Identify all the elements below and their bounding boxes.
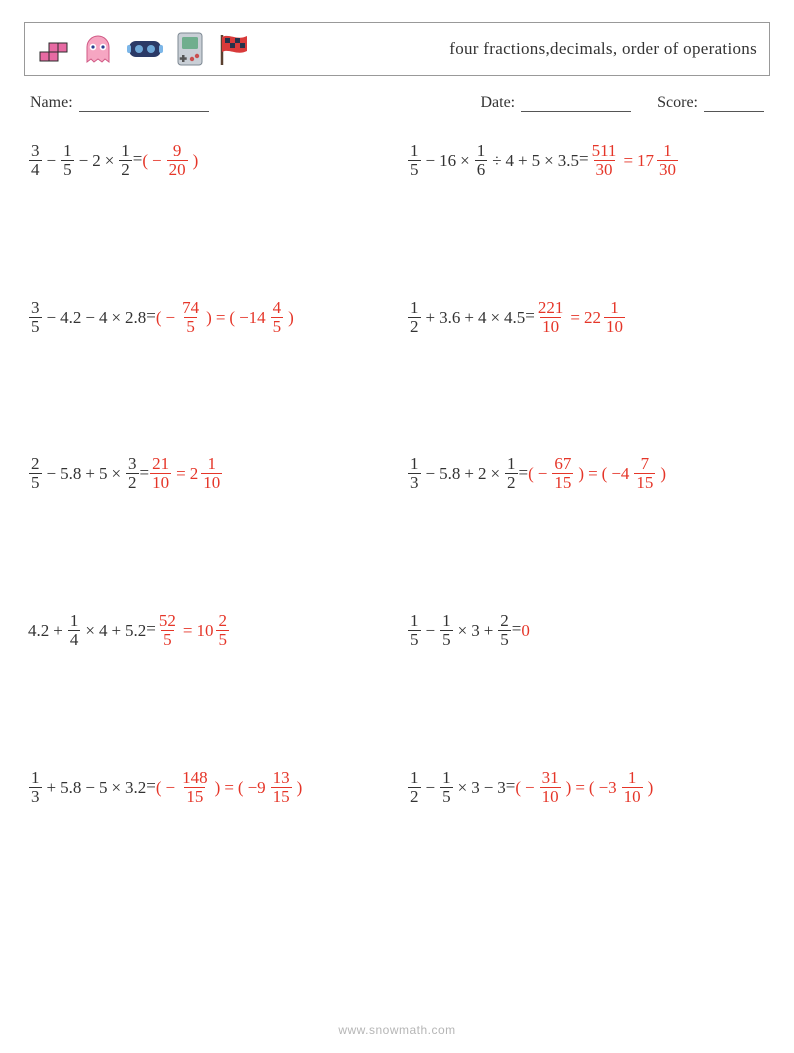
score-label: Score: bbox=[657, 94, 698, 112]
date-blank[interactable] bbox=[521, 94, 631, 112]
problem-expression: 15 − 16 × 16 ÷ 4 + 5 × 3.5 bbox=[407, 142, 579, 179]
problem-expression: 12 − 15 × 3 − 3 bbox=[407, 769, 506, 806]
meta-row: Name: Date: Score: bbox=[30, 94, 764, 112]
problem-1: 34 − 15 − 2 × 12 = (−920) bbox=[28, 142, 387, 179]
problem-answer: 22110 = 22110 bbox=[535, 299, 626, 336]
name-blank[interactable] bbox=[79, 94, 209, 112]
problems-grid: 34 − 15 − 2 × 12 = (−920) 15 − 16 × 16 ÷ … bbox=[24, 142, 770, 805]
vr-headset-icon bbox=[125, 32, 165, 66]
gameboy-icon bbox=[175, 31, 205, 67]
problem-10: 12 − 15 × 3 − 3 = (−3110) = (−3110) bbox=[407, 769, 766, 806]
problem-expression: 25 − 5.8 + 5 × 32 bbox=[28, 455, 140, 492]
problem-answer: (−6715) = (−4715) bbox=[528, 455, 666, 492]
problem-answer: (−745) = (−1445) bbox=[156, 299, 294, 336]
date-label: Date: bbox=[480, 94, 515, 112]
problem-answer: 51130 = 17130 bbox=[589, 142, 679, 179]
problem-answer: (−920) bbox=[142, 142, 198, 179]
header-bar: four fractions,decimals, order of operat… bbox=[24, 22, 770, 76]
race-flag-icon bbox=[215, 31, 251, 67]
problem-7: 4.2 + 14 × 4 + 5.2 = 525 = 1025 bbox=[28, 612, 387, 649]
footer-watermark: www.snowmath.com bbox=[0, 1023, 794, 1037]
problem-expression: 13 − 5.8 + 2 × 12 bbox=[407, 455, 519, 492]
problem-expression: 35 − 4.2 − 4 × 2.8 bbox=[28, 299, 146, 336]
problem-expression: 34 − 15 − 2 × 12 bbox=[28, 142, 133, 179]
problem-answer: 2110 = 2110 bbox=[149, 455, 223, 492]
problem-answer: (−3110) = (−3110) bbox=[515, 769, 653, 806]
problem-expression: 15 − 15 × 3 + 25 bbox=[407, 612, 512, 649]
problem-expression: 13 + 5.8 − 5 × 3.2 bbox=[28, 769, 146, 806]
problem-6: 13 − 5.8 + 2 × 12 = (−6715) = (−4715) bbox=[407, 455, 766, 492]
problem-answer: 525 = 1025 bbox=[156, 612, 230, 649]
problem-9: 13 + 5.8 − 5 × 3.2 = (−14815) = (−91315) bbox=[28, 769, 387, 806]
tetris-icon bbox=[37, 32, 71, 66]
score-blank[interactable] bbox=[704, 94, 764, 112]
problem-answer: 0 bbox=[521, 622, 530, 639]
problem-5: 25 − 5.8 + 5 × 32 = 2110 = 2110 bbox=[28, 455, 387, 492]
problem-8: 15 − 15 × 3 + 25 = 0 bbox=[407, 612, 766, 649]
problem-4: 12 + 3.6 + 4 × 4.5 = 22110 = 22110 bbox=[407, 299, 766, 336]
problem-answer: (−14815) = (−91315) bbox=[156, 769, 302, 806]
ghost-icon bbox=[81, 32, 115, 66]
worksheet-title: four fractions,decimals, order of operat… bbox=[449, 39, 757, 59]
name-label: Name: bbox=[30, 94, 73, 112]
problem-2: 15 − 16 × 16 ÷ 4 + 5 × 3.5 = 51130 = 171… bbox=[407, 142, 766, 179]
problem-expression: 4.2 + 14 × 4 + 5.2 bbox=[28, 612, 146, 649]
worksheet-page: four fractions,decimals, order of operat… bbox=[0, 0, 794, 1053]
problem-expression: 12 + 3.6 + 4 × 4.5 bbox=[407, 299, 525, 336]
problem-3: 35 − 4.2 − 4 × 2.8 = (−745) = (−1445) bbox=[28, 299, 387, 336]
icon-strip bbox=[37, 31, 251, 67]
